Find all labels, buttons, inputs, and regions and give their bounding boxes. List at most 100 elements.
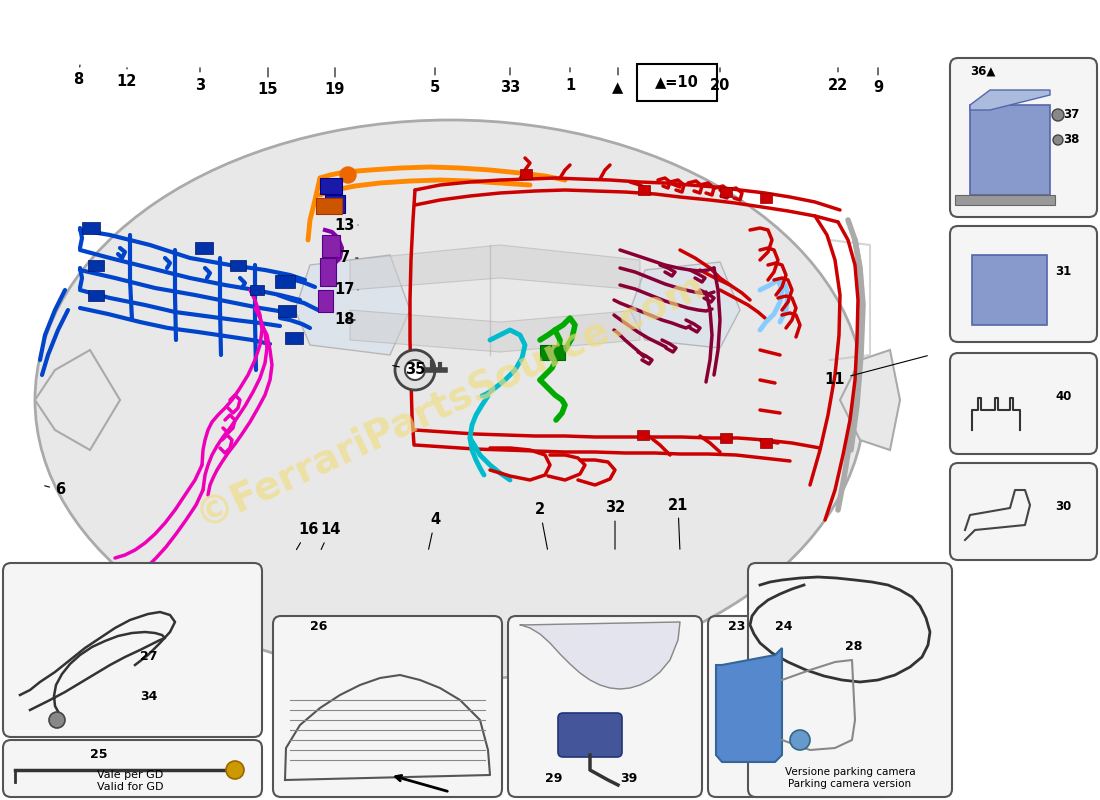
Bar (720, 433, 732, 443)
Polygon shape (520, 622, 680, 689)
Bar (195, 242, 213, 254)
Text: 6: 6 (45, 482, 65, 498)
Text: 38: 38 (1063, 133, 1079, 146)
FancyBboxPatch shape (508, 616, 702, 797)
Text: 18: 18 (334, 313, 355, 327)
Text: 26: 26 (310, 620, 328, 633)
Bar (320, 178, 342, 194)
Polygon shape (970, 90, 1050, 110)
Text: 11: 11 (825, 356, 927, 387)
Text: 5: 5 (430, 68, 440, 95)
FancyBboxPatch shape (748, 563, 952, 797)
Bar (88, 260, 104, 271)
Text: 9: 9 (873, 68, 883, 95)
Text: 35: 35 (393, 362, 426, 378)
FancyBboxPatch shape (273, 616, 502, 797)
Text: 34: 34 (140, 690, 157, 703)
Text: 19: 19 (324, 68, 345, 98)
Polygon shape (295, 255, 410, 355)
Bar (316, 198, 342, 214)
FancyBboxPatch shape (3, 740, 262, 797)
Circle shape (226, 761, 244, 779)
Text: 16: 16 (296, 522, 318, 550)
Bar (970, 105, 1050, 195)
Text: 37: 37 (1063, 108, 1079, 121)
FancyBboxPatch shape (708, 616, 892, 797)
Text: 32: 32 (605, 501, 625, 550)
Bar (324, 195, 345, 213)
Polygon shape (350, 245, 640, 290)
Bar (88, 290, 104, 301)
Circle shape (50, 712, 65, 728)
Text: 27: 27 (140, 650, 157, 663)
Bar (278, 305, 296, 317)
Text: 33: 33 (499, 68, 520, 95)
Bar (955, 195, 1055, 205)
Text: 14: 14 (320, 522, 340, 550)
Text: ©FerrariPartsSource.com: ©FerrariPartsSource.com (189, 265, 711, 535)
FancyBboxPatch shape (950, 226, 1097, 342)
Text: Valid for GD: Valid for GD (97, 782, 163, 792)
Text: 22: 22 (828, 68, 848, 93)
Bar (972, 255, 1047, 325)
Text: 29: 29 (544, 772, 562, 785)
Polygon shape (630, 262, 740, 348)
Circle shape (405, 360, 425, 380)
FancyBboxPatch shape (950, 463, 1097, 560)
Text: 1: 1 (565, 68, 575, 93)
Bar (720, 187, 732, 197)
Ellipse shape (35, 120, 865, 680)
Bar (760, 438, 772, 448)
Polygon shape (716, 648, 782, 762)
Text: 28: 28 (845, 640, 862, 653)
Text: 12: 12 (117, 68, 138, 90)
FancyBboxPatch shape (950, 58, 1097, 217)
Bar (250, 285, 264, 295)
Bar (285, 332, 303, 344)
Bar (540, 345, 565, 360)
Text: 4: 4 (429, 513, 440, 550)
Text: 25: 25 (90, 748, 108, 761)
Text: ▲=10: ▲=10 (656, 74, 699, 90)
Text: 39: 39 (620, 772, 637, 785)
Text: 8: 8 (73, 65, 84, 87)
Text: 24: 24 (776, 620, 792, 633)
Text: 15: 15 (257, 68, 278, 98)
Text: 36▲: 36▲ (970, 65, 996, 78)
Text: 2: 2 (535, 502, 548, 550)
Circle shape (395, 350, 434, 390)
Bar (322, 235, 340, 257)
FancyBboxPatch shape (3, 563, 262, 737)
FancyBboxPatch shape (637, 64, 717, 101)
Bar (638, 185, 650, 195)
Circle shape (1052, 109, 1064, 121)
Polygon shape (840, 350, 900, 450)
Circle shape (790, 730, 810, 750)
Bar (760, 193, 772, 203)
Text: Vale per GD: Vale per GD (97, 770, 163, 780)
Text: Parking camera version: Parking camera version (789, 779, 912, 789)
Text: 40: 40 (1055, 390, 1071, 403)
Text: 13: 13 (334, 218, 358, 233)
Polygon shape (350, 310, 640, 352)
Text: 17: 17 (334, 282, 358, 298)
Bar (230, 260, 246, 271)
Polygon shape (35, 350, 120, 450)
Bar (637, 430, 649, 440)
Bar (520, 169, 532, 179)
Text: 7: 7 (340, 250, 358, 266)
Text: 20: 20 (710, 68, 730, 93)
Text: 23: 23 (728, 620, 746, 633)
Text: 21: 21 (668, 498, 689, 550)
Text: 30: 30 (1055, 500, 1071, 513)
Bar (275, 275, 295, 288)
Text: 3: 3 (195, 68, 205, 93)
Text: ▲: ▲ (613, 68, 624, 95)
FancyBboxPatch shape (558, 713, 622, 757)
Circle shape (1053, 135, 1063, 145)
Bar (320, 258, 336, 286)
Bar (318, 290, 333, 312)
Circle shape (340, 167, 356, 183)
FancyBboxPatch shape (950, 353, 1097, 454)
Text: 31: 31 (1055, 265, 1071, 278)
